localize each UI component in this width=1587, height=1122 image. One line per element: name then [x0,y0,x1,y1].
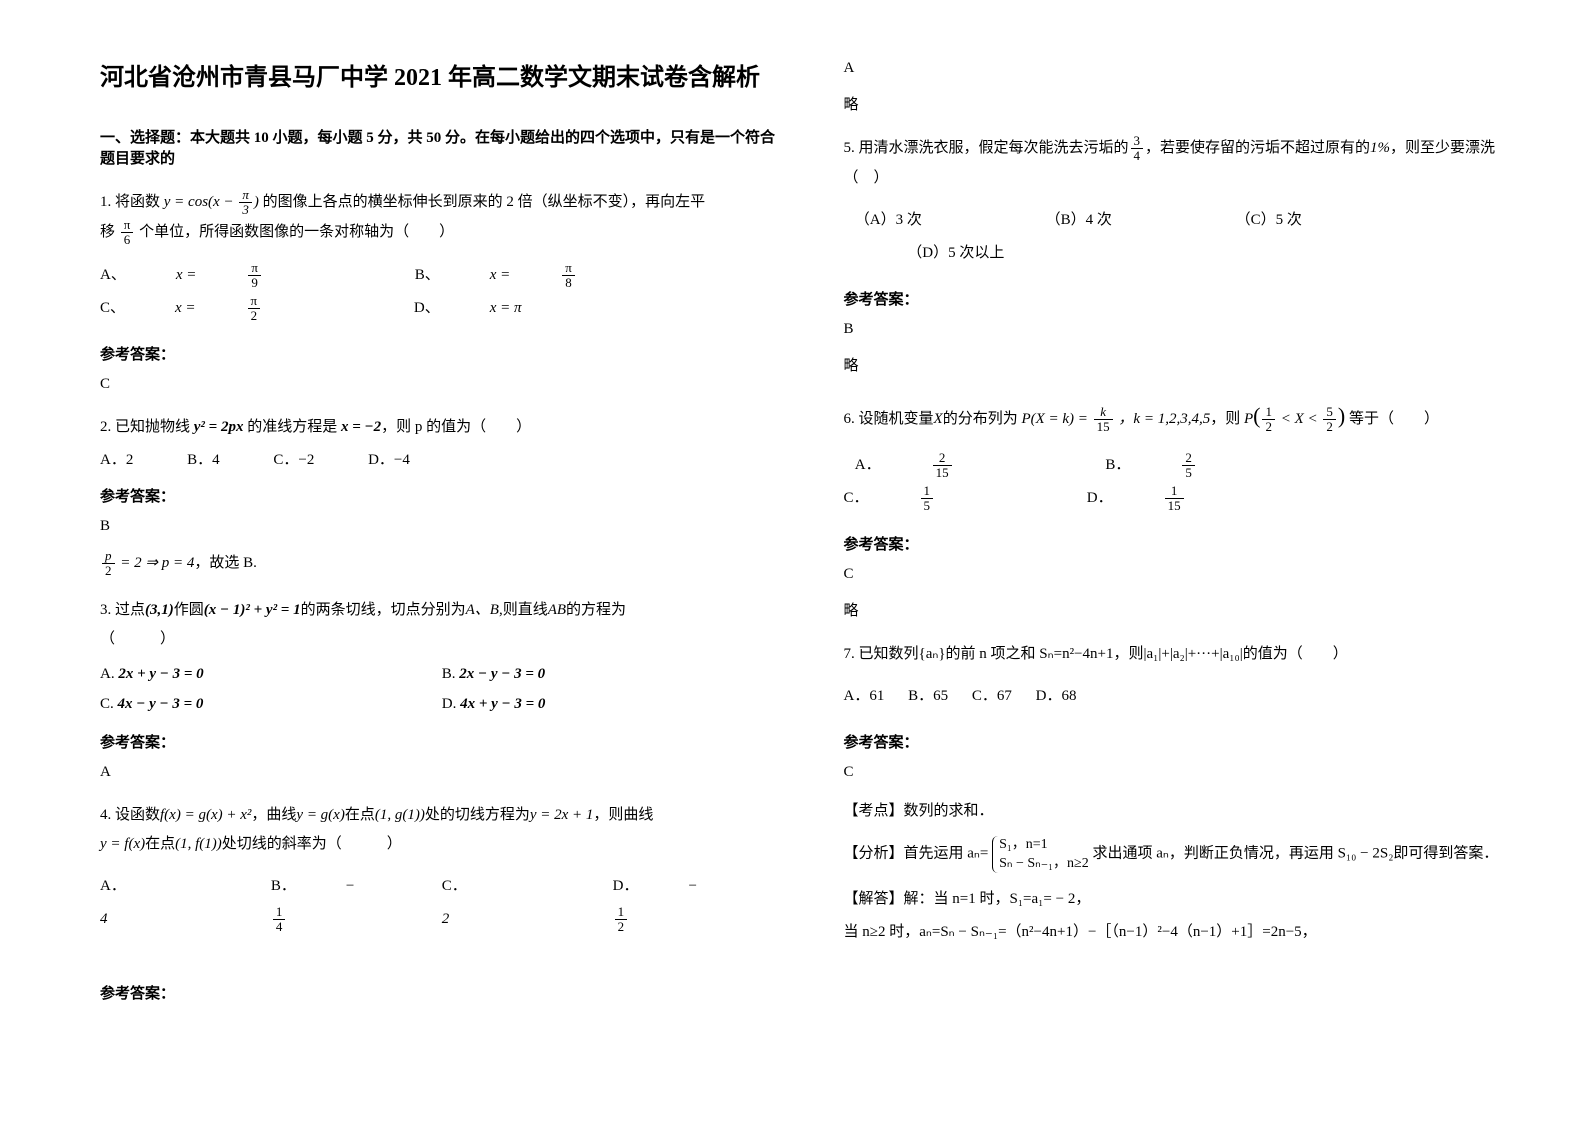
q1-text-1: 1. 将函数 [100,194,160,210]
q7-opt-a: A．61 [844,680,885,713]
q6-opt-d: D．115 [1087,482,1284,515]
q1-text-2: 的图像上各点的横坐标伸长到原来的 2 倍（纵坐标不变），再向左平 [263,194,706,210]
question-1: 1. 将函数 y = cos(x − π3) 的图像上各点的横坐标伸长到原来的 … [100,188,784,247]
q7-jieda-2: 当 n≥2 时，aₙ=Sₙ − Sₙ₋₁=（n²−4n+1）−［（n−1）²−4… [844,920,1528,941]
q1-ans-label: 参考答案： [100,343,784,364]
q4-ans-body: 略 [844,93,1528,114]
question-2: 2. 已知抛物线 y² = 2px 的准线方程是 x = −2，则 p 的值为（… [100,413,784,442]
q4-ans: A [844,60,1528,77]
left-column: 河北省沧州市青县马厂中学 2021 年高二数学文期末试卷含解析 一、选择题：本大… [100,60,784,1082]
exam-title: 河北省沧州市青县马厂中学 2021 年高二数学文期末试卷含解析 [100,60,784,96]
q2-opt-d: D．−4 [368,444,410,477]
q1-options: A、x = π9 B、x = π8 C、x = π2 D、x = π [100,259,784,325]
question-7: 7. 已知数列{aₙ}的前 n 项之和 Sₙ=n²−4n+1，则|a₁|+|a₂… [844,640,1528,669]
q2-options: A．2 B．4 C．−2 D．−4 [100,444,784,477]
q7-opt-c: C．67 [972,680,1012,713]
q7-opt-b: B．65 [908,680,948,713]
q3-opt-d: D. 4x + y − 3 = 0 [442,696,546,712]
right-column: A 略 5. 用清水漂洗衣服，假定每次能洗去污垢的34，若要使存留的污垢不超过原… [844,60,1528,1082]
q4-ans-label: 参考答案： [100,982,784,1003]
q5-ans-body: 略 [844,354,1528,375]
q6-ans: C [844,566,1528,583]
q1-func: y = cos(x − π3) [164,194,259,210]
question-6: 6. 设随机变量X的分布列为 P(X = k) = k15 ，k = 1,2,3… [844,395,1528,437]
question-4: 4. 设函数f(x) = g(x) + x²，曲线y = g(x)在点(1, g… [100,801,784,858]
q1-text-4: 个单位，所得函数图像的一条对称轴为（ ） [139,224,454,240]
q4-opt-a: A．4 [100,870,221,936]
q6-options: A．215 B．25 C．15 D．115 [844,449,1528,515]
q7-ans-label: 参考答案： [844,731,1528,752]
q2-ans-label: 参考答案： [100,485,784,506]
q4-opt-b: B．−14 [271,870,392,936]
q6-ans-label: 参考答案： [844,533,1528,554]
q7-fenxi: 【分析】首先运用 aₙ= S₁，n=1 Sₙ − Sₙ₋₁，n≥2 求出通项 a… [844,836,1528,872]
q5-opt-c: （C）5 次 [1236,204,1302,237]
q3-opt-b: B. 2x − y − 3 = 0 [442,666,545,682]
q3-ans: A [100,764,784,781]
q7-options: A．61 B．65 C．67 D．68 [844,680,1528,713]
q5-opt-d: （D）5 次以上 [907,237,1004,270]
q5-opt-a: （A）3 次 [855,204,922,237]
q4-opt-c: C．2 [442,870,563,936]
q6-ans-body: 略 [844,599,1528,620]
q2-solution: p2 = 2 ⇒ p = 4，故选 B. [100,549,784,579]
q7-jieda-1: 【解答】解：当 n=1 时，S₁=a₁= − 2， [844,887,1528,908]
q4-opt-d: D．−12 [613,870,734,936]
q1-text-3: 移 [100,224,115,240]
question-3: 3. 过点(3,1)作圆(x − 1)² + y² = 1的两条切线，切点分别为… [100,596,784,653]
q2-opt-a: A．2 [100,444,133,477]
frac-pi-3: π3 [239,188,252,218]
q5-opt-b: （B）4 次 [1046,204,1112,237]
q3-opt-a: A. 2x + y − 3 = 0 [100,666,204,682]
q1-opt-c: C、x = π2 [100,292,360,325]
q2-opt-b: B．4 [187,444,220,477]
q5-ans-label: 参考答案： [844,288,1528,309]
q3-opt-c: C. 4x − y − 3 = 0 [100,696,203,712]
q2-ans: B [100,518,784,535]
q5-ans: B [844,321,1528,338]
q1-opt-a: A、x = π9 [100,259,361,292]
question-5: 5. 用清水漂洗衣服，假定每次能洗去污垢的34，若要使存留的污垢不超过原有的1%… [844,134,1528,192]
q6-opt-c: C．15 [844,482,1034,515]
page: 河北省沧州市青县马厂中学 2021 年高二数学文期末试卷含解析 一、选择题：本大… [100,60,1527,1082]
q7-kaodiann: 【考点】数列的求和． [844,799,1528,820]
q7-opt-d: D．68 [1036,680,1077,713]
section-1-head: 一、选择题：本大题共 10 小题，每小题 5 分，共 50 分。在每小题给出的四… [100,126,784,168]
q1-opt-b: B、x = π8 [415,259,675,292]
q5-options: （A）3 次 （B）4 次 （C）5 次 （D）5 次以上 [844,204,1528,270]
q7-ans: C [844,764,1528,781]
q3-ans-label: 参考答案： [100,731,784,752]
q6-opt-b: B．25 [1105,449,1295,482]
q4-options: A．4 B．−14 C．2 D．−12 [100,870,784,936]
q1-ans: C [100,376,784,393]
q2-opt-c: C．−2 [273,444,314,477]
frac-pi-6: π6 [121,218,134,248]
q3-options: A. 2x + y − 3 = 0 C. 4x − y − 3 = 0 B. 2… [100,659,784,719]
q1-opt-d: D、x = π [414,292,572,325]
q6-opt-a: A．215 [855,449,1052,482]
